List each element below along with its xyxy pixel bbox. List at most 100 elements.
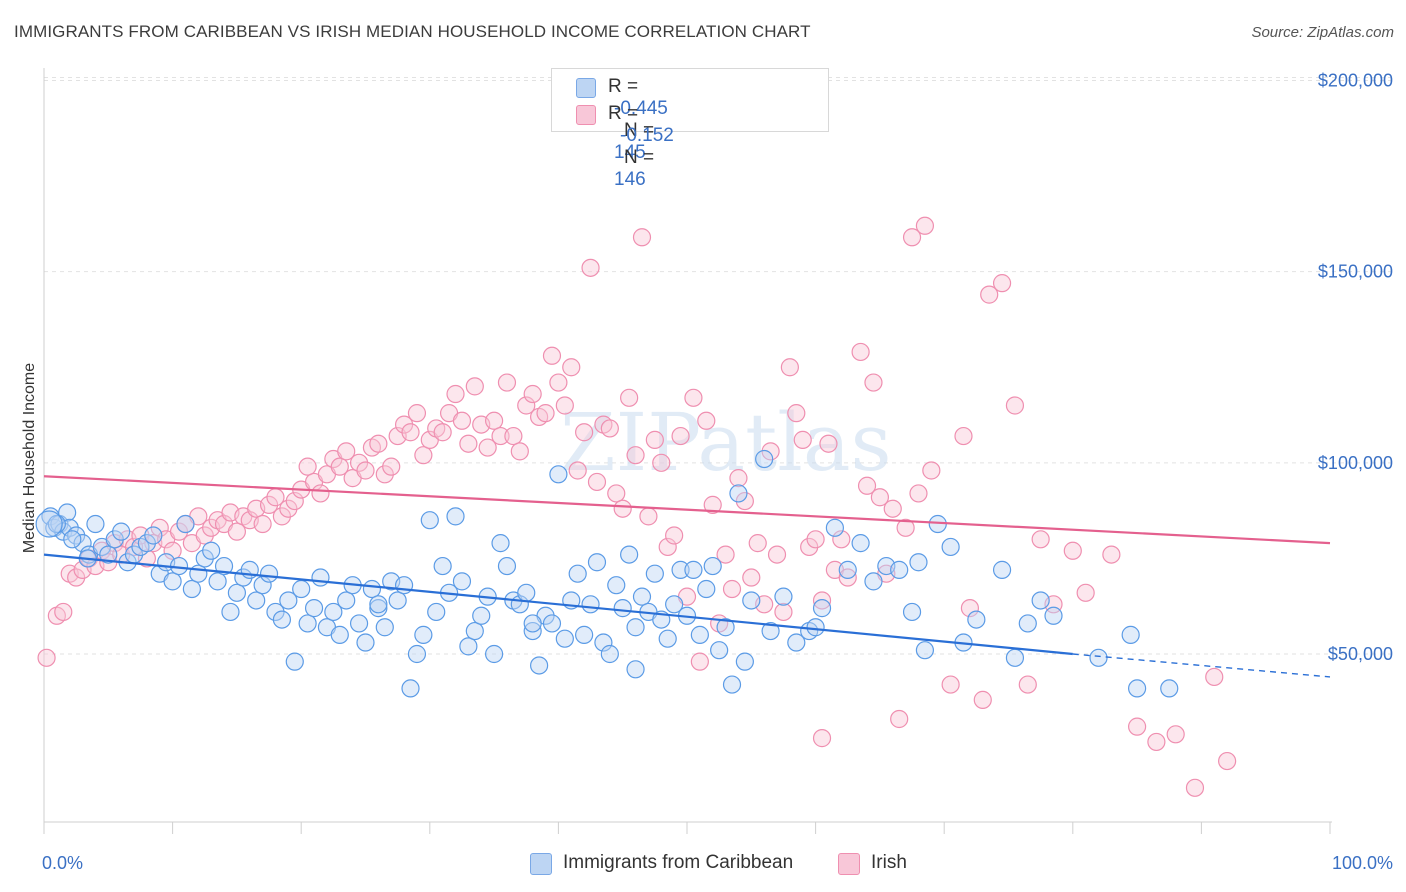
caribbean-point: [1018, 614, 1037, 633]
irish-point: [684, 388, 703, 407]
caribbean-point: [523, 614, 542, 633]
caribbean-point: [324, 602, 343, 622]
caribbean-point: [63, 530, 82, 549]
caribbean-point: [555, 629, 574, 648]
chart-source: Source: ZipAtlas.com: [1251, 24, 1394, 41]
irish-point: [1147, 732, 1166, 752]
irish-point: [253, 514, 272, 534]
caribbean-point: [626, 618, 645, 637]
irish-point: [742, 568, 761, 587]
irish-point: [922, 461, 941, 480]
caribbean-point: [735, 652, 754, 671]
irish-point: [812, 591, 832, 610]
irish-point: [793, 430, 812, 449]
irish-point: [1063, 541, 1082, 560]
caribbean-point: [902, 602, 922, 622]
irish-point: [600, 419, 619, 438]
caribbean-point: [549, 465, 568, 484]
irish-point: [37, 648, 56, 667]
caribbean-point: [311, 568, 330, 587]
irish-point: [523, 384, 542, 404]
irish-point: [555, 396, 574, 415]
caribbean-point: [742, 591, 761, 610]
irish-point: [780, 358, 799, 377]
irish-point: [452, 411, 472, 430]
irish-point: [665, 526, 684, 545]
caribbean-point: [86, 514, 105, 534]
caribbean-point: [626, 660, 645, 679]
irish-point: [382, 457, 401, 476]
caribbean-point: [575, 625, 594, 644]
caribbean-point: [369, 599, 388, 618]
irish-point: [536, 404, 555, 423]
caribbean-point: [337, 591, 356, 610]
irish-point: [722, 579, 742, 599]
irish-point: [1031, 530, 1050, 549]
irish-point: [1005, 396, 1025, 415]
irish-point: [433, 423, 452, 442]
irish-point: [870, 488, 890, 507]
irish-point: [1018, 675, 1037, 694]
caribbean-point: [645, 564, 664, 583]
caribbean-point: [176, 514, 195, 534]
caribbean-point: [703, 556, 722, 576]
irish-point: [992, 274, 1012, 293]
irish-point: [909, 484, 928, 503]
caribbean-point: [356, 633, 375, 652]
caribbean-point: [909, 553, 928, 572]
caribbean-point: [755, 449, 774, 469]
caribbean-point: [761, 621, 780, 641]
irish-point: [883, 499, 902, 518]
caribbean-point: [112, 522, 131, 541]
caribbean-point: [530, 656, 549, 675]
irish-point: [626, 446, 645, 465]
caribbean-point: [806, 618, 825, 637]
legend-n-label: N =: [624, 120, 655, 141]
irish-point: [864, 373, 883, 392]
irish-point: [497, 373, 517, 392]
caribbean-point: [214, 556, 234, 576]
caribbean-point: [812, 599, 832, 618]
irish-trend-line: [43, 475, 1331, 545]
caribbean-point: [1121, 625, 1140, 644]
caribbean-trend-extension: [1072, 653, 1331, 678]
caribbean-point: [491, 534, 510, 553]
caribbean-point: [485, 644, 504, 664]
irish-point: [748, 534, 767, 553]
bottom-legend-swatch-blue: [530, 853, 552, 875]
caribbean-point: [774, 587, 793, 606]
caribbean-point: [279, 591, 298, 610]
caribbean-point: [189, 564, 208, 583]
irish-point: [478, 438, 497, 457]
irish-point: [812, 729, 832, 748]
irish-point: [1102, 545, 1121, 564]
irish-point: [838, 568, 857, 587]
caribbean-point: [729, 484, 748, 503]
legend-r-value: -0.445: [614, 98, 668, 119]
irish-point: [542, 346, 562, 365]
caribbean-point: [665, 595, 684, 614]
caribbean-point: [992, 560, 1012, 579]
caribbean-point: [407, 644, 427, 664]
caribbean-point: [581, 595, 600, 614]
caribbean-point: [401, 679, 420, 698]
chart-title: IMMIGRANTS FROM CARIBBEAN VS IRISH MEDIA…: [14, 22, 811, 41]
axes: [43, 68, 1332, 834]
caribbean-point: [472, 606, 491, 625]
legend-r-label: R =: [608, 103, 639, 124]
irish-point: [581, 258, 600, 277]
irish-point: [311, 484, 330, 503]
caribbean-point: [671, 560, 690, 579]
legend-n-value: 146: [614, 169, 646, 190]
irish-point: [485, 411, 504, 430]
irish-point: [767, 545, 787, 564]
irish-point: [1218, 751, 1237, 771]
irish-point: [1166, 725, 1185, 744]
caribbean-point: [208, 572, 227, 591]
y-axis-label: Median Household Income: [21, 363, 38, 553]
irish-point: [298, 457, 317, 476]
irish-point: [729, 469, 748, 488]
x-tick-label: 0.0%: [42, 853, 83, 873]
irish-point: [652, 453, 671, 472]
